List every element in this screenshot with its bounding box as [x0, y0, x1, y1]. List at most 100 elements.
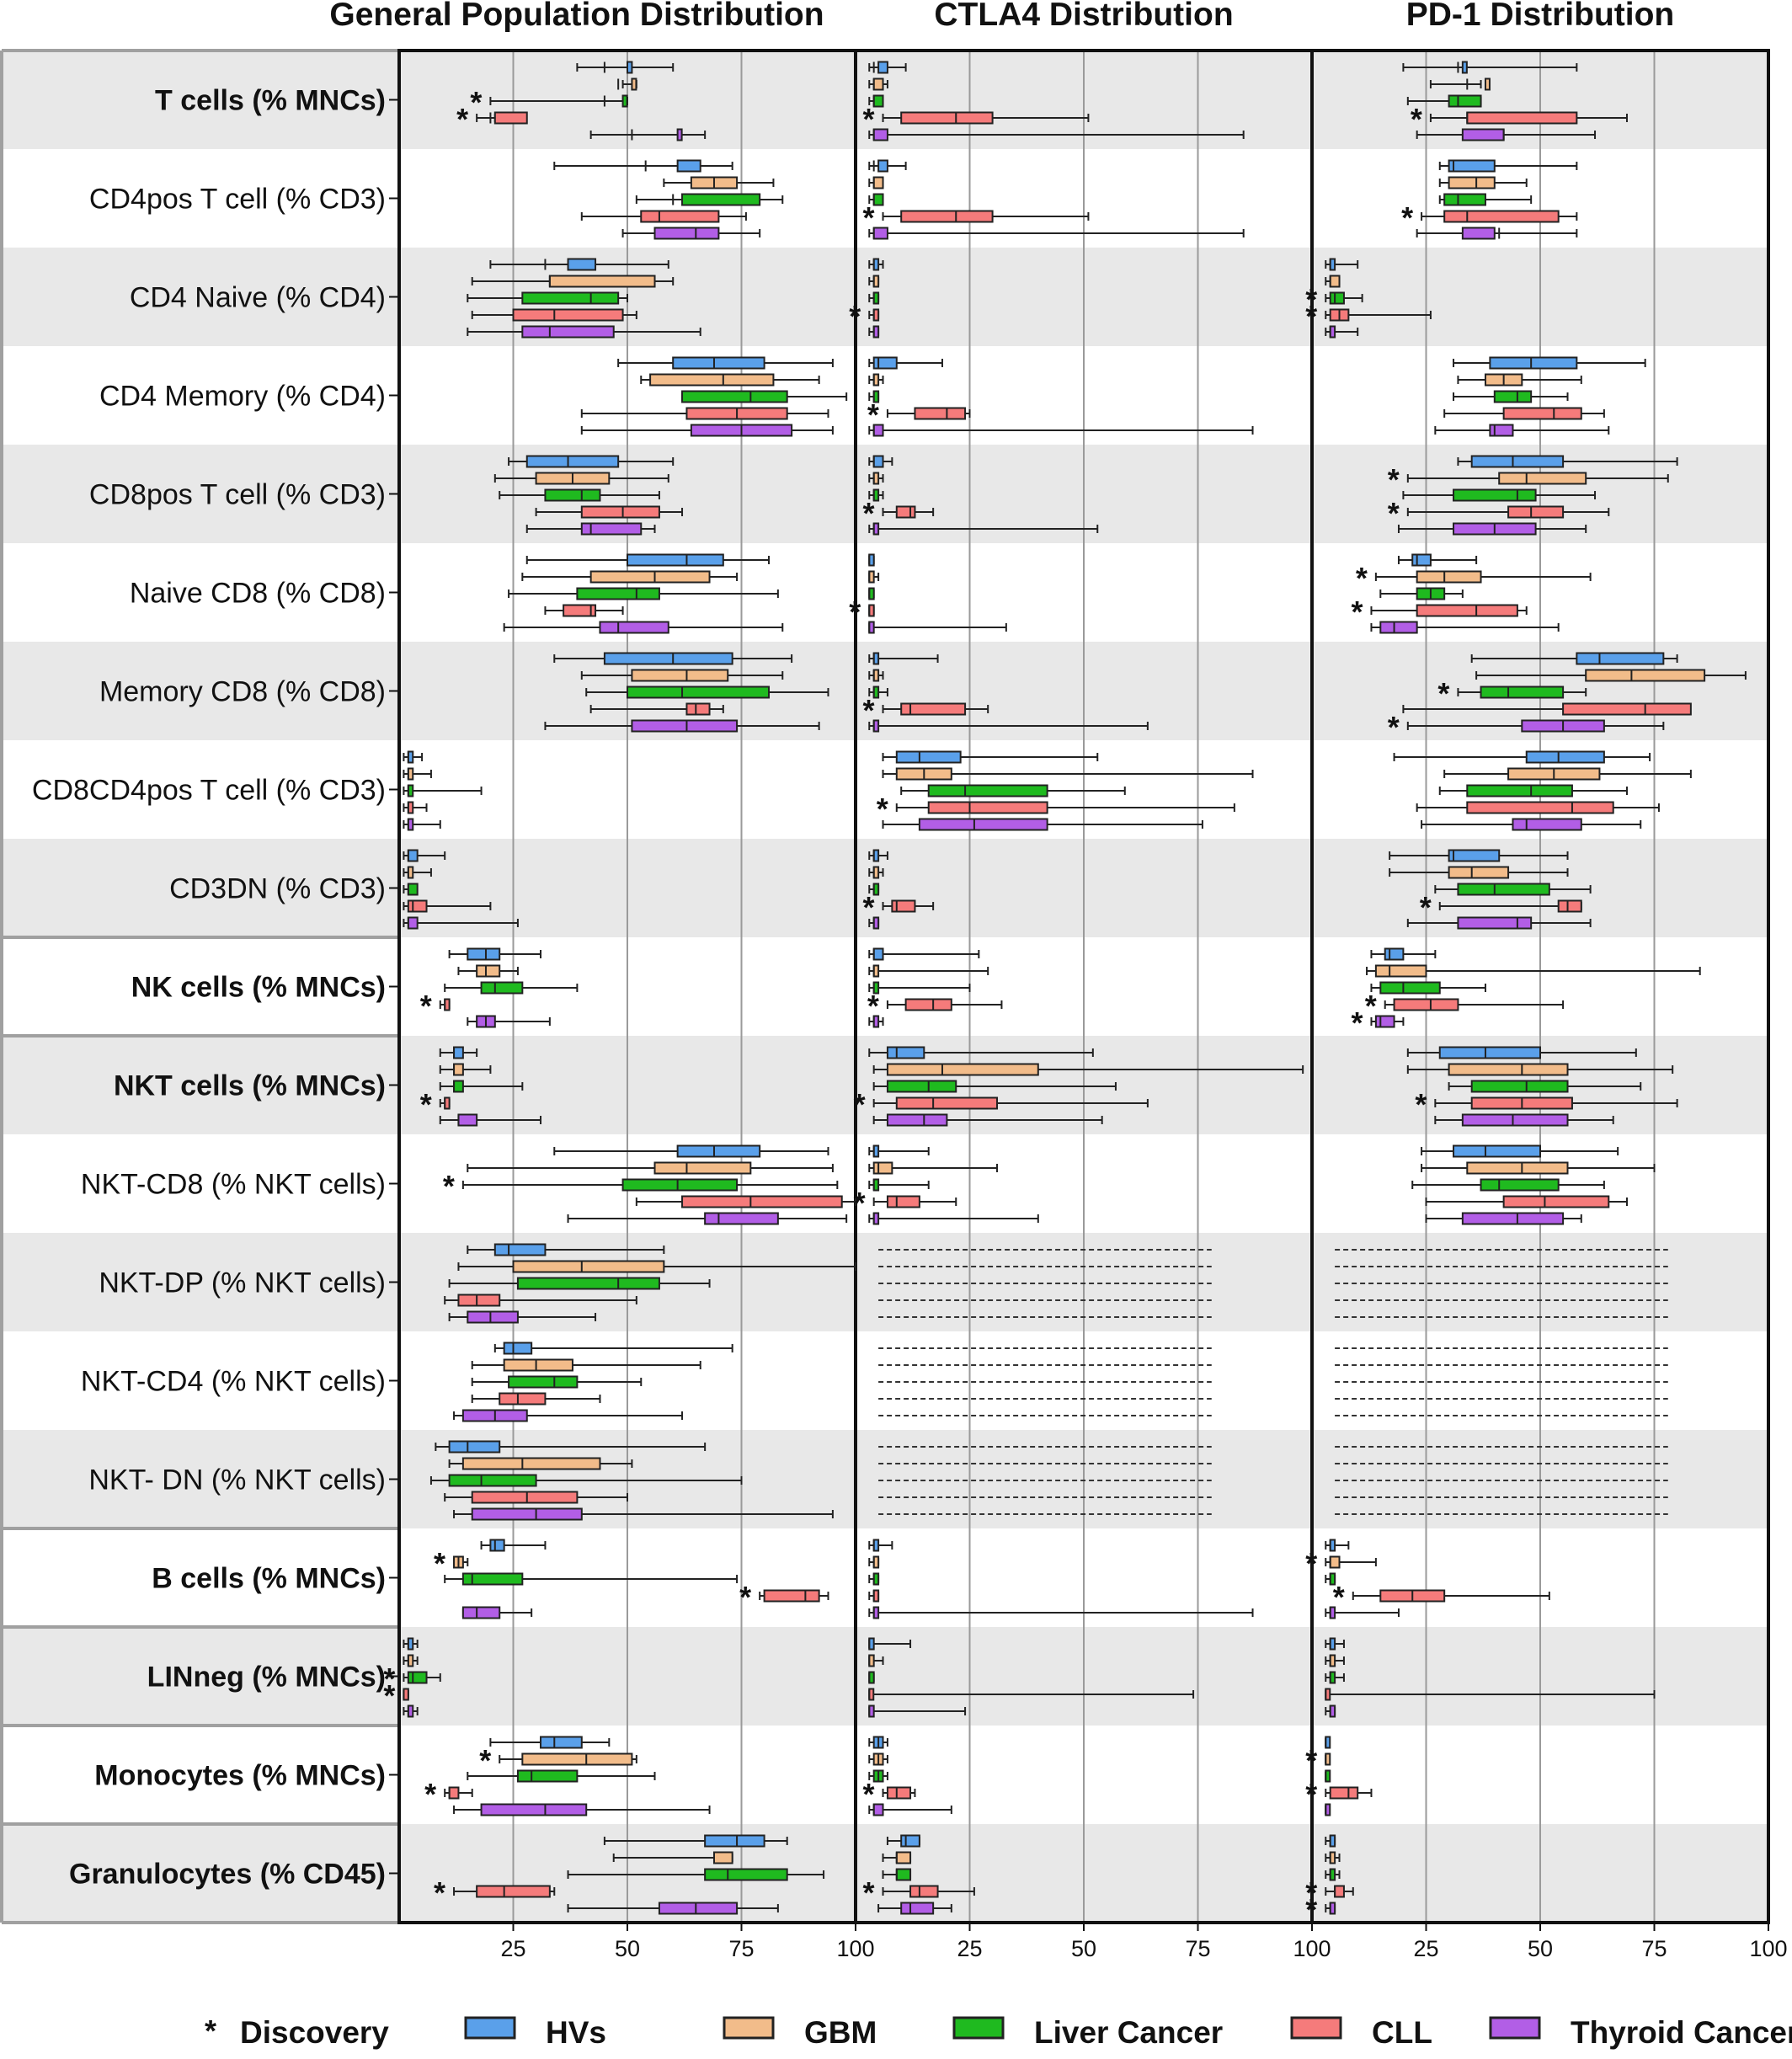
box-cll	[499, 1392, 547, 1406]
box-cll	[512, 308, 624, 322]
box-hvs	[453, 1046, 464, 1059]
box-layer: ** * ** ** ********** **** ** * *** * ** ********* *…	[383, 61, 1747, 1927]
box-gbm	[653, 1161, 752, 1175]
box-liver-cancer	[621, 94, 628, 108]
tick-label: 75	[1641, 1936, 1667, 1961]
box-liver-cancer	[704, 1868, 788, 1881]
box-liver-cancer	[1448, 94, 1482, 108]
box-thyroid-cancer	[1457, 916, 1533, 930]
box-cll	[909, 1885, 939, 1898]
box-cll	[891, 899, 916, 913]
box-gbm	[649, 373, 775, 387]
box-cll	[1507, 505, 1565, 519]
box-cll	[407, 899, 428, 913]
box-liver-cancer	[927, 784, 1048, 797]
box-hvs	[540, 1736, 583, 1749]
legend: * Discovery HVs GBM Liver Cancer CLL Thyroid C…	[205, 2014, 1792, 2050]
box-gbm	[476, 964, 501, 978]
box-cll	[681, 1195, 843, 1208]
box-liver-cancer	[621, 1178, 739, 1192]
box-liver-cancer	[516, 1769, 579, 1783]
box-hvs	[489, 1539, 505, 1552]
box-cll	[1329, 1786, 1359, 1800]
box-hvs	[1438, 1046, 1542, 1059]
box-hvs	[872, 947, 884, 961]
box-liver-cancer	[521, 291, 620, 305]
row-label-layer: T cells (% MNCs) CD4pos T cell (% CD3) CD4…	[32, 85, 399, 1891]
box-hvs	[1411, 553, 1432, 567]
box-cll	[448, 1786, 460, 1800]
row-label: NKT-CD4 (% NKT cells)	[81, 1366, 386, 1398]
row-label: NKT cells (% MNCs)	[114, 1070, 386, 1102]
discovery-star: *	[863, 1777, 875, 1811]
box-hvs	[467, 947, 501, 961]
box-thyroid-cancer	[457, 1113, 478, 1127]
box-gbm	[1448, 1063, 1569, 1076]
box-gbm	[1498, 472, 1587, 485]
box-liver-cancer	[681, 390, 788, 403]
box-gbm	[503, 1358, 573, 1372]
discovery-star: *	[867, 397, 879, 432]
tick-label: 50	[1071, 1936, 1096, 1961]
box-hvs	[900, 1834, 920, 1848]
box-liver-cancer	[407, 1671, 428, 1684]
discovery-star: *	[854, 1186, 866, 1220]
box-gbm	[461, 1457, 601, 1470]
row-label: CD8pos T cell (% CD3)	[89, 479, 386, 511]
discovery-star: *	[854, 1087, 866, 1122]
panel-title: General Population Distribution	[329, 0, 824, 33]
row-label: NKT-DP (% NKT cells)	[99, 1267, 386, 1299]
legend-label: GBM	[804, 2015, 877, 2050]
box-hvs	[1576, 652, 1665, 665]
box-liver-cancer	[453, 1080, 464, 1093]
discovery-star: *	[383, 1662, 395, 1696]
box-hvs	[872, 455, 884, 468]
box-cll	[1557, 899, 1582, 913]
discovery-star: *	[739, 1580, 751, 1614]
box-cll	[493, 111, 528, 125]
tick-label: 100	[1293, 1936, 1331, 1961]
box-gbm	[1329, 275, 1341, 288]
box-hvs	[1461, 61, 1468, 74]
box-gbm	[895, 1851, 912, 1864]
panel-title: PD-1 Distribution	[1406, 0, 1675, 33]
box-liver-cancer	[872, 94, 884, 108]
box-liver-cancer	[1453, 488, 1537, 502]
legend-label: Liver Cancer	[1034, 2015, 1223, 2050]
discovery-star: *	[863, 1875, 875, 1910]
box-hvs	[886, 1046, 925, 1059]
discovery-star: *	[1388, 710, 1400, 744]
tick-label-layer: 25 50 75 100 25 50 75 100 25 50 75 100	[500, 1923, 1788, 1961]
discovery-star: *	[1305, 1743, 1317, 1778]
legend-label: Thyroid Cancer	[1571, 2015, 1792, 2050]
box-gbm	[886, 1063, 1039, 1076]
legend-label: CLL	[1372, 2015, 1432, 2050]
box-liver-cancer	[895, 1868, 912, 1881]
box-gbm	[872, 1161, 893, 1175]
discovery-star: *	[1351, 595, 1363, 629]
discovery-star: *	[1365, 989, 1377, 1023]
row-label: T cells (% MNCs)	[155, 85, 386, 117]
discovery-star: *	[1420, 890, 1432, 925]
box-cll	[563, 604, 597, 617]
box-thyroid-cancer	[676, 128, 683, 141]
box-hvs	[1448, 159, 1496, 173]
box-liver-cancer	[461, 1572, 524, 1586]
box-hvs	[627, 61, 633, 74]
box-hvs	[877, 61, 888, 74]
box-gbm	[1448, 176, 1496, 189]
box-hvs	[493, 1243, 547, 1256]
discovery-star: *	[1415, 1087, 1427, 1122]
discovery-star: *	[1305, 282, 1317, 317]
legend-swatch	[952, 2016, 1005, 2040]
box-thyroid-cancer	[872, 1803, 884, 1816]
box-cll	[1416, 604, 1518, 617]
box-gbm	[548, 275, 656, 288]
row-shade	[2, 248, 1768, 346]
box-liver-cancer	[1443, 193, 1486, 206]
box-hvs	[1470, 455, 1565, 468]
box-gbm	[1585, 669, 1706, 682]
legend-discovery-marker: *	[205, 2014, 216, 2048]
row-label: Naive CD8 (% CD8)	[130, 578, 386, 610]
box-gbm	[1329, 1555, 1341, 1569]
